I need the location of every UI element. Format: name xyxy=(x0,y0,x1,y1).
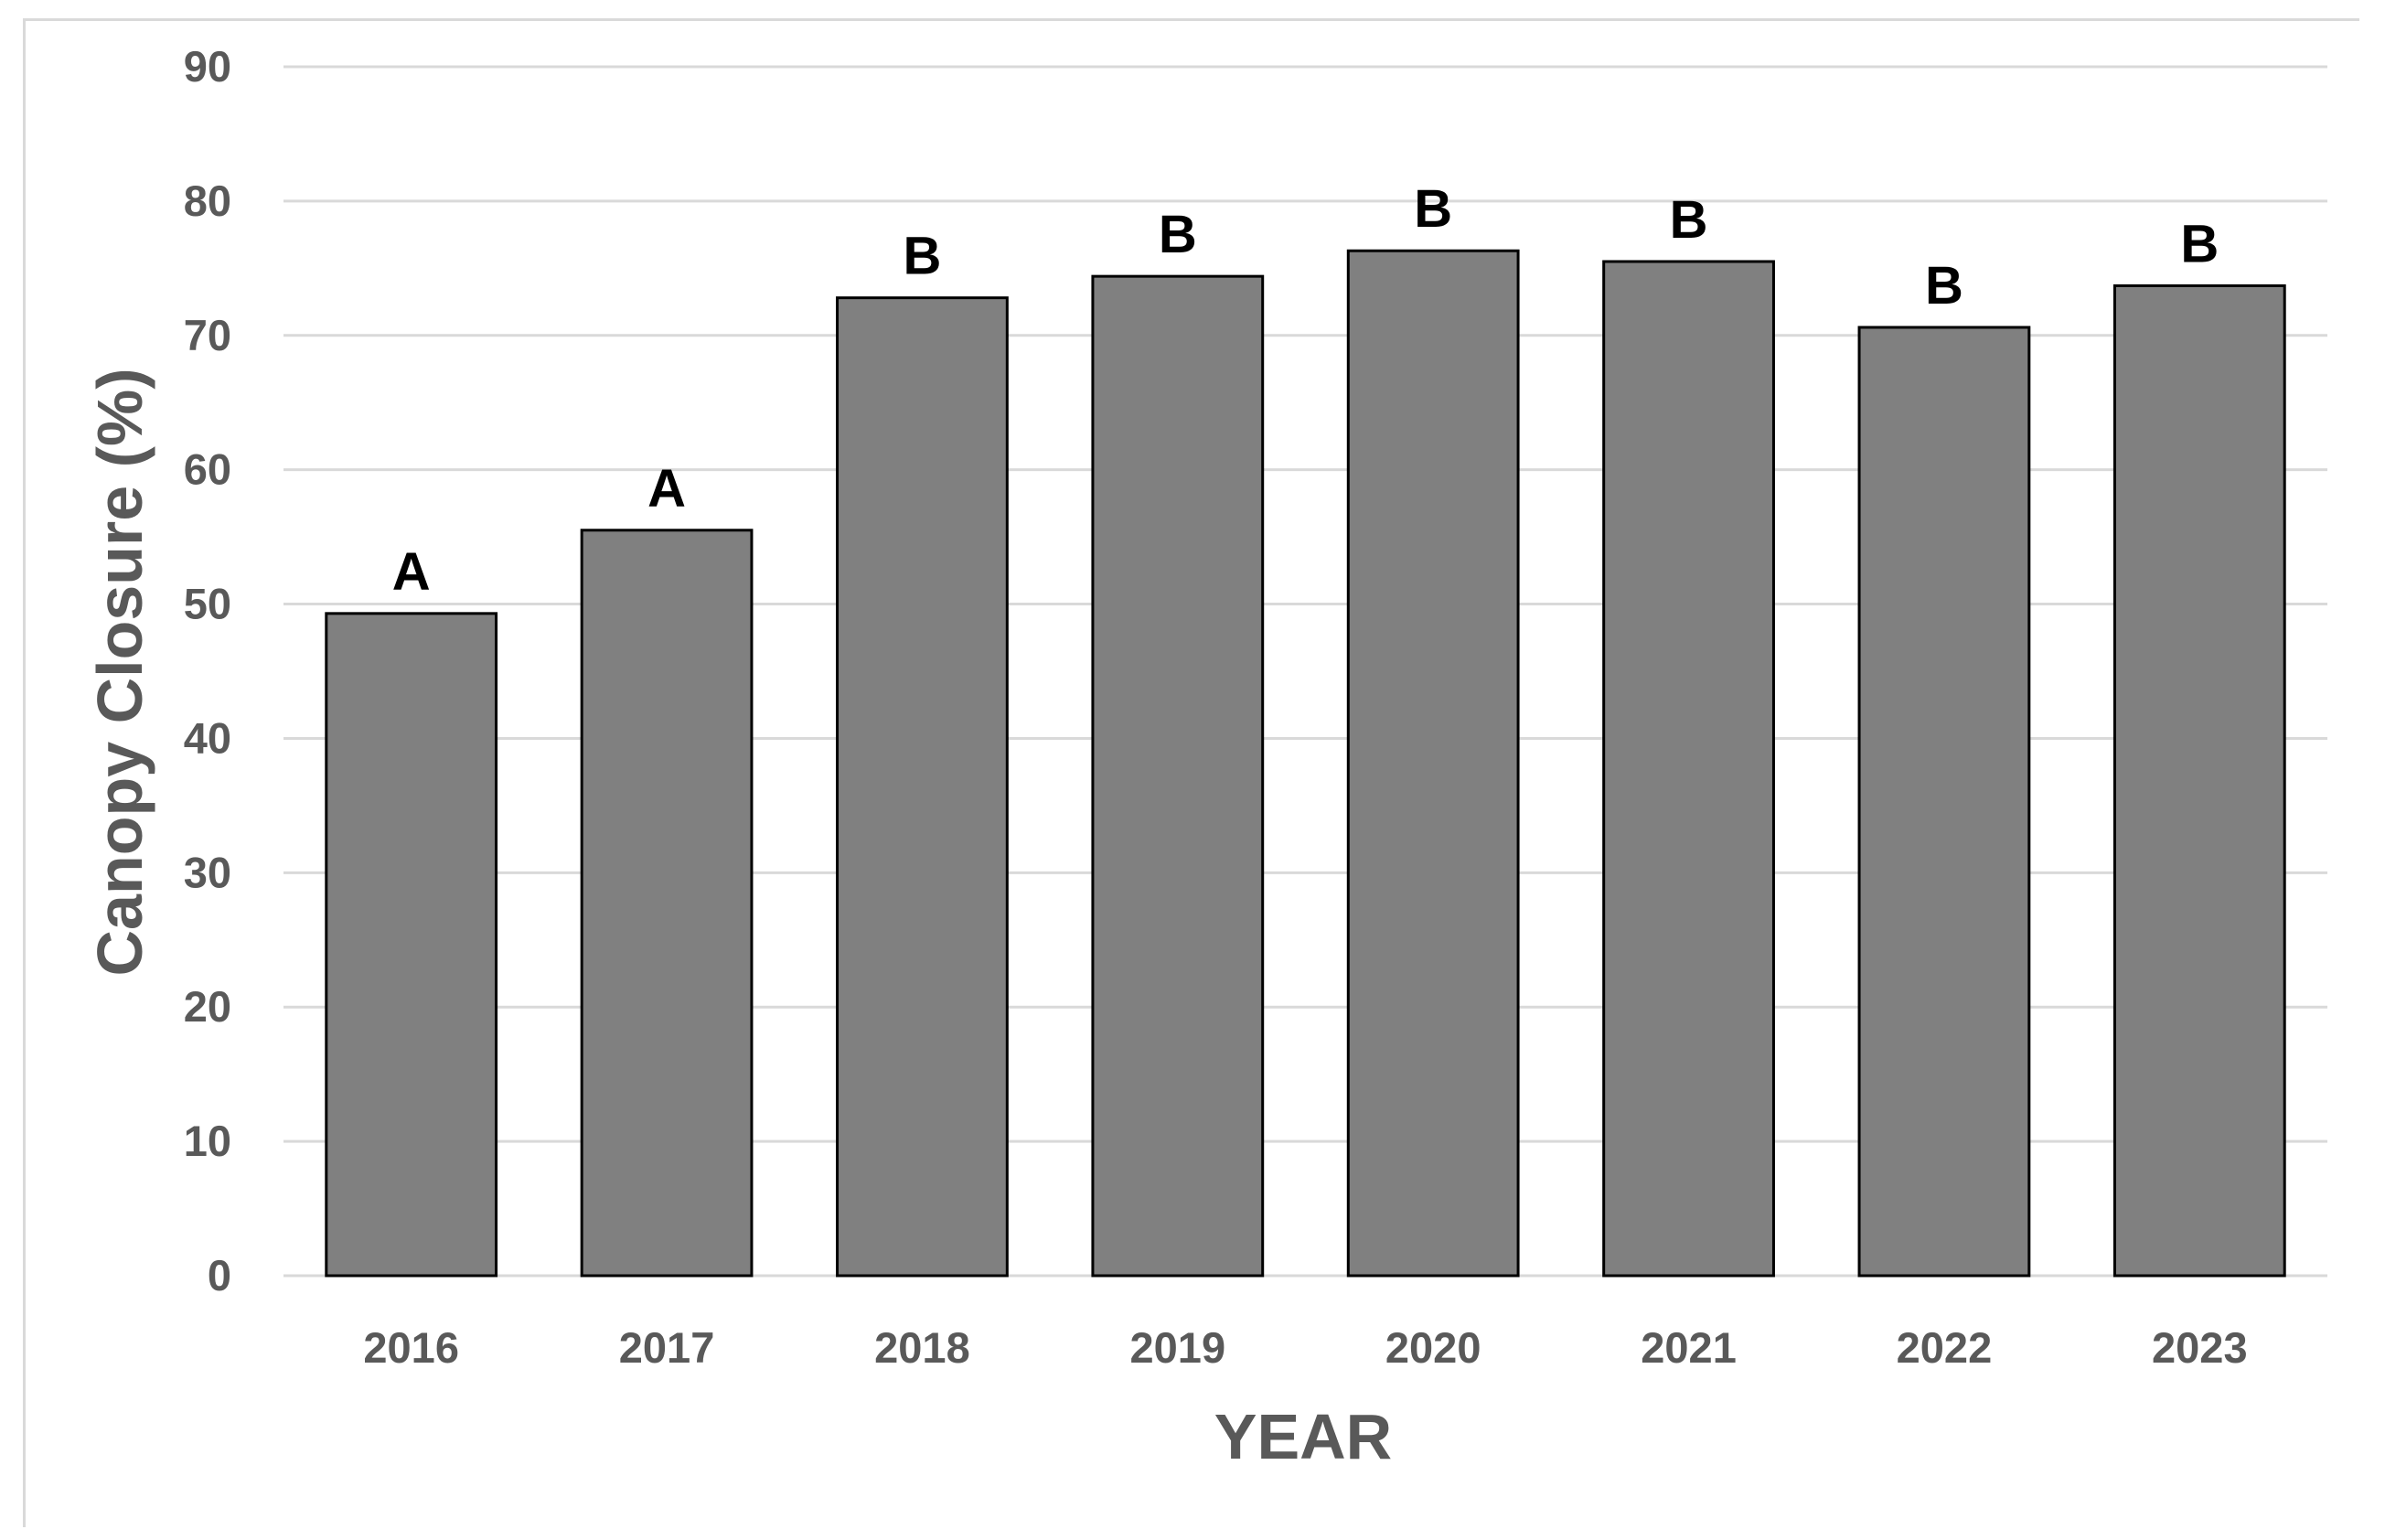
bar-2020 xyxy=(1346,249,1520,1278)
y-tick-label: 20 xyxy=(184,982,231,1031)
bar-2023 xyxy=(2112,283,2286,1278)
y-tick-label: 10 xyxy=(184,1117,231,1165)
data-label: B xyxy=(2180,214,2219,273)
bar-2019 xyxy=(1091,274,1265,1278)
x-tick-label: 2018 xyxy=(874,1323,970,1372)
x-tick-label: 2021 xyxy=(1641,1323,1737,1372)
x-tick-label: 2023 xyxy=(2152,1323,2248,1372)
data-label: B xyxy=(1670,190,1708,250)
x-tick-label: 2019 xyxy=(1130,1323,1226,1372)
y-tick-label: 90 xyxy=(184,42,231,91)
data-label: B xyxy=(1925,256,1963,315)
data-label: A xyxy=(392,542,431,602)
data-label: B xyxy=(1414,179,1452,239)
y-tick-label: 30 xyxy=(184,848,231,896)
bar-2017 xyxy=(580,529,754,1278)
bar-2021 xyxy=(1602,260,1775,1278)
y-tick-label: 40 xyxy=(184,713,231,762)
y-tick-label: 0 xyxy=(208,1251,231,1299)
y-axis-title: Canopy Closure (%) xyxy=(84,368,155,976)
data-label: A xyxy=(647,459,686,519)
y-tick-label: 60 xyxy=(184,445,231,494)
chart-frame xyxy=(23,18,2359,1527)
bars xyxy=(325,249,2286,1278)
bar-2022 xyxy=(1857,326,2031,1278)
data-labels: A A B B B B B B xyxy=(392,179,2219,602)
data-label: B xyxy=(903,227,941,286)
y-tick-labels: 0 10 20 30 40 50 60 70 80 90 xyxy=(184,42,231,1299)
x-tick-label: 2020 xyxy=(1385,1323,1481,1372)
x-tick-label: 2016 xyxy=(363,1323,459,1372)
y-tick-label: 80 xyxy=(184,176,231,225)
x-tick-labels: 2016 2017 2018 2019 2020 2021 2022 2023 xyxy=(363,1323,2247,1372)
x-tick-label: 2017 xyxy=(619,1323,715,1372)
bar-2016 xyxy=(325,612,498,1278)
bar-2018 xyxy=(836,296,1009,1278)
y-tick-label: 70 xyxy=(184,311,231,359)
x-tick-label: 2022 xyxy=(1897,1323,1993,1372)
x-axis-title: YEAR xyxy=(1214,1401,1392,1472)
data-label: B xyxy=(1159,205,1197,264)
y-tick-label: 50 xyxy=(184,580,231,628)
